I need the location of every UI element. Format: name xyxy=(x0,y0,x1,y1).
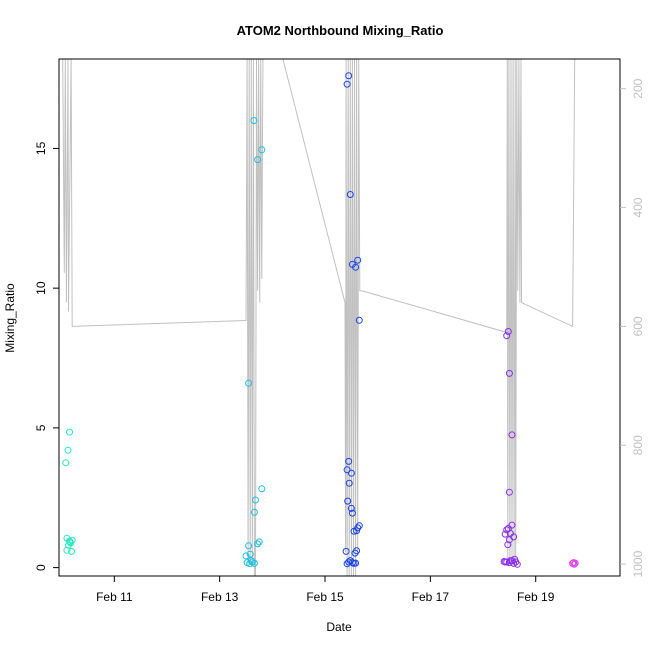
y2-tick-label: 600 xyxy=(631,316,645,336)
data-point xyxy=(246,550,254,558)
data-point xyxy=(350,559,358,567)
data-point xyxy=(505,488,513,496)
x-tick-label: Feb 17 xyxy=(412,590,450,604)
data-point xyxy=(254,156,262,164)
y2-axis: 200 400 600 800 1000 xyxy=(620,78,645,577)
data-point xyxy=(570,559,578,567)
y2-tick-label: 800 xyxy=(631,435,645,455)
data-point xyxy=(351,549,359,557)
data-point xyxy=(344,497,352,505)
data-point xyxy=(345,72,353,80)
data-point xyxy=(508,431,516,439)
data-point xyxy=(68,547,76,555)
y2-tick-label: 1000 xyxy=(631,550,645,577)
data-point xyxy=(352,263,360,271)
data-point xyxy=(345,479,353,487)
data-point xyxy=(513,560,521,568)
pressure-line-layer xyxy=(62,58,576,577)
plot-frame xyxy=(58,58,621,577)
data-point xyxy=(503,526,511,534)
points-layer xyxy=(62,72,579,568)
data-point xyxy=(343,80,351,88)
y-axis-label: Mixing_Ratio xyxy=(3,283,17,353)
pressure-line xyxy=(62,58,576,577)
data-point xyxy=(254,540,262,548)
data-point xyxy=(250,508,258,516)
x-tick-label: Feb 13 xyxy=(201,590,239,604)
data-point xyxy=(62,459,70,467)
data-point xyxy=(503,332,511,340)
data-point xyxy=(501,558,509,566)
x-axis-label: Date xyxy=(326,620,352,634)
y-axis: 0 5 10 15 xyxy=(34,141,59,571)
data-point xyxy=(505,369,513,377)
data-point xyxy=(64,446,72,454)
data-point xyxy=(501,530,509,538)
data-point xyxy=(66,538,74,546)
data-point xyxy=(258,485,266,493)
y2-tick-label: 200 xyxy=(631,78,645,98)
x-axis: Feb 11 Feb 13 Feb 15 Feb 17 Feb 19 xyxy=(96,576,555,604)
data-point xyxy=(250,559,258,567)
data-point xyxy=(347,504,355,512)
data-point xyxy=(342,547,350,555)
data-point xyxy=(66,428,73,436)
data-point xyxy=(65,541,72,549)
data-point xyxy=(346,191,354,198)
y-tick-label: 5 xyxy=(34,424,48,431)
y-tick-label: 15 xyxy=(34,141,48,155)
data-point xyxy=(506,557,514,565)
data-point xyxy=(353,527,361,535)
data-point xyxy=(258,146,266,154)
data-point xyxy=(245,542,253,550)
data-point xyxy=(505,536,513,544)
chart-title: ATOM2 Northbound Mixing_Ratio xyxy=(237,23,444,38)
data-point xyxy=(242,552,250,560)
data-point xyxy=(355,316,363,324)
y2-tick-label: 400 xyxy=(631,197,645,217)
data-point xyxy=(504,328,512,335)
data-point xyxy=(354,256,362,264)
data-point xyxy=(343,466,351,474)
data-point xyxy=(252,496,259,504)
x-tick-label: Feb 15 xyxy=(306,590,344,604)
data-point xyxy=(343,560,351,568)
data-point xyxy=(246,560,254,568)
y-tick-label: 0 xyxy=(34,564,48,571)
data-point xyxy=(504,541,512,549)
y-tick-label: 10 xyxy=(34,281,48,295)
data-point xyxy=(350,527,358,535)
data-point xyxy=(347,469,355,477)
data-point xyxy=(255,538,263,546)
data-point xyxy=(63,546,71,554)
data-point xyxy=(245,379,253,387)
x-tick-label: Feb 11 xyxy=(96,590,133,604)
data-point xyxy=(250,117,258,124)
data-point xyxy=(345,457,353,465)
data-point xyxy=(348,509,356,517)
x-tick-label: Feb 19 xyxy=(517,590,555,604)
